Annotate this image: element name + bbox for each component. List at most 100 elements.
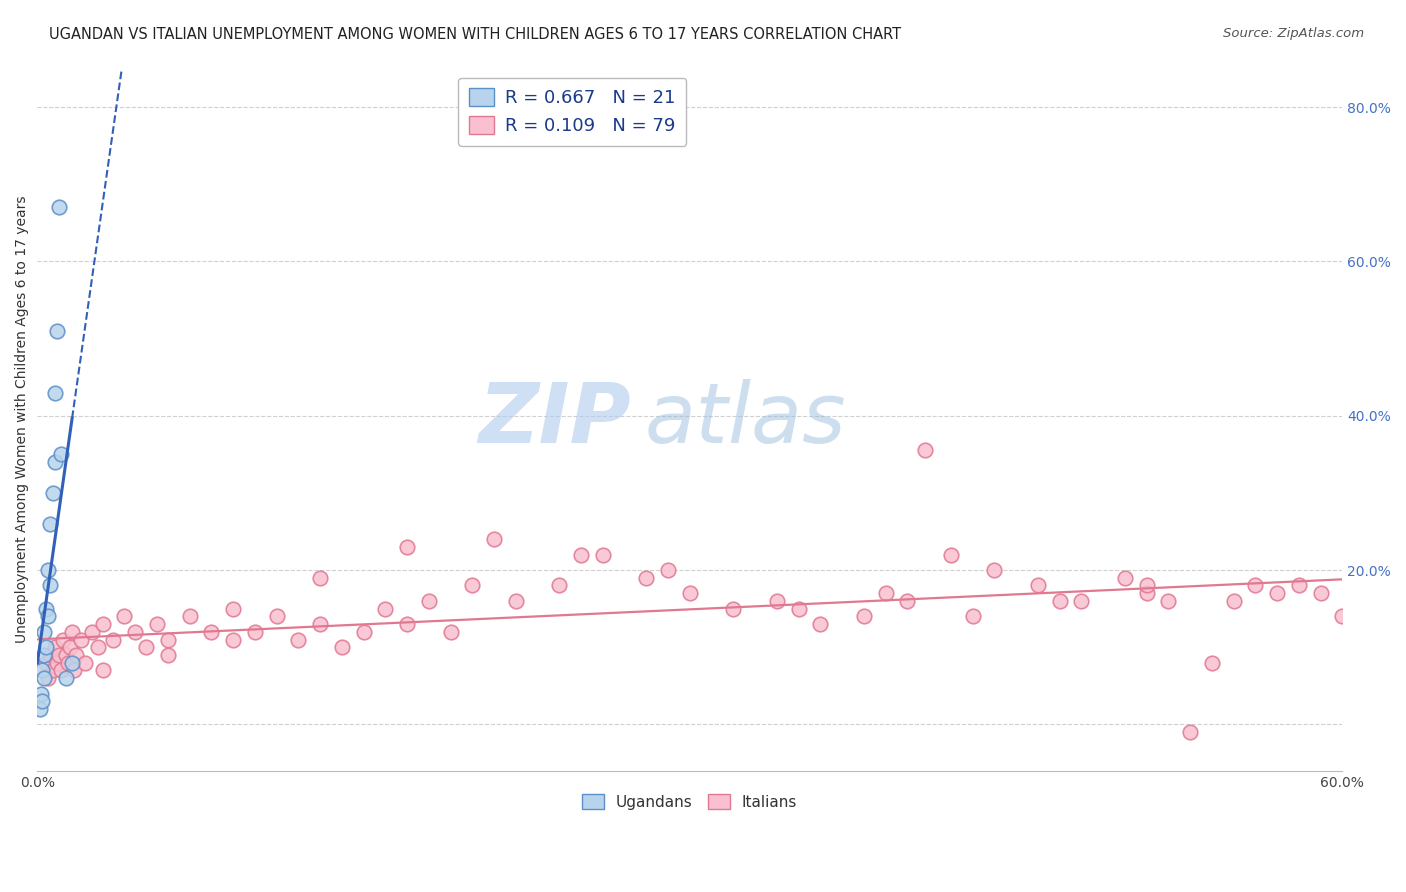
Point xyxy=(48,648,70,662)
Point xyxy=(1157,594,1180,608)
Text: UGANDAN VS ITALIAN UNEMPLOYMENT AMONG WOMEN WITH CHILDREN AGES 6 TO 17 YEARS COR: UGANDAN VS ITALIAN UNEMPLOYMENT AMONG WO… xyxy=(49,27,901,42)
Point xyxy=(179,609,201,624)
Point xyxy=(787,601,810,615)
Point xyxy=(309,571,332,585)
Point xyxy=(45,324,67,338)
Point xyxy=(45,656,67,670)
Point xyxy=(679,586,702,600)
Point xyxy=(41,664,63,678)
Point xyxy=(896,594,918,608)
Point xyxy=(59,640,82,655)
Point xyxy=(32,624,55,639)
Point xyxy=(875,586,897,600)
Point xyxy=(396,540,419,554)
Point xyxy=(44,640,66,655)
Point xyxy=(60,624,83,639)
Text: atlas: atlas xyxy=(645,379,846,460)
Point xyxy=(330,640,353,655)
Point xyxy=(31,664,53,678)
Point xyxy=(146,617,169,632)
Point xyxy=(353,624,375,639)
Point xyxy=(55,648,77,662)
Point xyxy=(56,656,79,670)
Point xyxy=(569,548,592,562)
Point xyxy=(51,447,73,461)
Point xyxy=(75,656,97,670)
Point xyxy=(37,563,59,577)
Point xyxy=(63,664,86,678)
Point xyxy=(200,624,222,639)
Point xyxy=(309,617,332,632)
Point xyxy=(482,532,505,546)
Point xyxy=(287,632,309,647)
Point xyxy=(1135,578,1157,592)
Point xyxy=(31,694,53,708)
Text: ZIP: ZIP xyxy=(478,379,631,460)
Point xyxy=(396,617,419,632)
Point xyxy=(48,201,70,215)
Point xyxy=(91,664,114,678)
Point xyxy=(103,632,125,647)
Legend: Ugandans, Italians: Ugandans, Italians xyxy=(576,788,803,815)
Point xyxy=(60,656,83,670)
Point xyxy=(439,624,461,639)
Point xyxy=(35,601,58,615)
Point xyxy=(723,601,745,615)
Point xyxy=(156,648,179,662)
Point xyxy=(30,686,52,700)
Point xyxy=(39,578,62,592)
Point xyxy=(44,385,66,400)
Point xyxy=(418,594,440,608)
Point xyxy=(1288,578,1310,592)
Point xyxy=(1114,571,1136,585)
Point xyxy=(37,609,59,624)
Point xyxy=(1265,586,1288,600)
Point xyxy=(52,632,75,647)
Point xyxy=(37,671,59,685)
Point xyxy=(1244,578,1267,592)
Point xyxy=(112,609,135,624)
Point xyxy=(939,548,962,562)
Point xyxy=(1178,725,1201,739)
Point xyxy=(222,632,245,647)
Point xyxy=(55,671,77,685)
Point xyxy=(32,671,55,685)
Point xyxy=(87,640,110,655)
Point xyxy=(69,632,91,647)
Point xyxy=(1049,594,1071,608)
Point xyxy=(636,571,658,585)
Point xyxy=(983,563,1005,577)
Point xyxy=(65,648,87,662)
Point xyxy=(39,648,62,662)
Point xyxy=(91,617,114,632)
Point xyxy=(1222,594,1244,608)
Point xyxy=(35,656,58,670)
Point xyxy=(657,563,679,577)
Point xyxy=(44,455,66,469)
Point xyxy=(1309,586,1331,600)
Point xyxy=(266,609,288,624)
Point xyxy=(1331,609,1354,624)
Point xyxy=(1201,656,1223,670)
Point xyxy=(505,594,527,608)
Point xyxy=(962,609,984,624)
Point xyxy=(39,516,62,531)
Text: Source: ZipAtlas.com: Source: ZipAtlas.com xyxy=(1223,27,1364,40)
Point xyxy=(374,601,396,615)
Point xyxy=(35,640,58,655)
Point xyxy=(1135,586,1157,600)
Point xyxy=(135,640,157,655)
Point xyxy=(28,702,51,716)
Point xyxy=(80,624,103,639)
Y-axis label: Unemployment Among Women with Children Ages 6 to 17 years: Unemployment Among Women with Children A… xyxy=(15,196,30,643)
Point xyxy=(914,443,936,458)
Point xyxy=(156,632,179,647)
Point xyxy=(592,548,614,562)
Point xyxy=(808,617,831,632)
Point xyxy=(461,578,484,592)
Point xyxy=(124,624,146,639)
Point xyxy=(41,486,63,500)
Point xyxy=(243,624,266,639)
Point xyxy=(765,594,787,608)
Point xyxy=(1026,578,1049,592)
